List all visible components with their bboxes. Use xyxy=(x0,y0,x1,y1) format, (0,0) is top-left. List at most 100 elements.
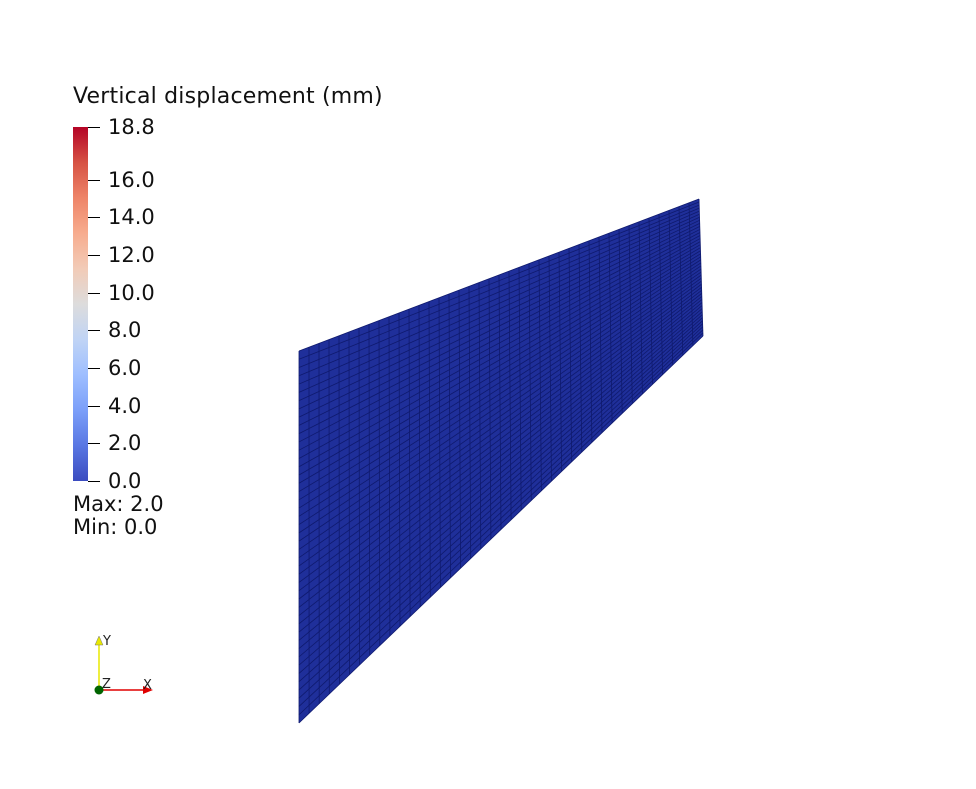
mesh-column-line xyxy=(358,328,361,665)
mesh-column-line xyxy=(638,221,643,395)
mesh-column-line xyxy=(438,297,441,588)
mesh-row-line xyxy=(298,314,703,666)
colorbar-tick-label: 4.0 xyxy=(108,393,142,418)
mesh-column-line xyxy=(348,331,350,675)
min-value-text: Min: 0.0 xyxy=(73,515,158,539)
mesh-column-line xyxy=(418,305,421,607)
mesh-column-line xyxy=(428,301,431,598)
mesh-row-line xyxy=(298,320,703,682)
mesh-column-line xyxy=(558,252,562,472)
colorbar-tick-label: 8.0 xyxy=(108,318,142,343)
mesh-column-line xyxy=(478,282,482,549)
mesh-row-line xyxy=(298,204,700,368)
mesh-column-line xyxy=(578,244,583,453)
colorbar-tick xyxy=(88,443,100,445)
mesh-row-line xyxy=(298,207,700,377)
y-axis-arrow xyxy=(94,635,104,646)
mesh-row-line xyxy=(298,290,702,600)
mesh-row-line xyxy=(298,335,704,724)
orientation-axes: Y X Z xyxy=(94,634,153,695)
mesh-row-line xyxy=(298,198,700,352)
mesh-row-line xyxy=(298,253,701,501)
mesh-row-line xyxy=(298,283,702,583)
legend-title: Vertical displacement (mm) xyxy=(73,84,383,109)
mesh-row-line xyxy=(298,250,701,492)
mesh-column-line xyxy=(378,320,381,646)
mesh-row-line xyxy=(298,302,703,633)
mesh-row-line xyxy=(298,280,702,575)
mesh-row-line xyxy=(298,332,704,716)
mesh-column-line xyxy=(538,259,542,491)
z-axis-dot xyxy=(94,685,104,695)
z-axis-label: Z xyxy=(102,677,111,692)
mesh-row-line xyxy=(298,226,700,426)
mesh-row-line xyxy=(298,326,704,699)
mesh-row-line xyxy=(298,216,700,401)
mesh-column-line xyxy=(508,271,512,520)
mesh-column-line xyxy=(488,278,492,540)
mesh-column-line xyxy=(458,290,461,569)
mesh-row-line xyxy=(298,305,703,641)
colorbar-tick-label: 12.0 xyxy=(108,243,155,268)
colorbar-tick-label: 16.0 xyxy=(108,167,155,192)
mesh-column-line xyxy=(658,214,663,375)
colorbar-tick-label: 0.0 xyxy=(108,469,142,493)
mesh-column-line xyxy=(588,240,593,443)
mesh-column-line xyxy=(628,225,633,404)
colorbar-tick xyxy=(88,179,100,181)
mesh-row-line xyxy=(298,311,703,658)
mesh-row-line xyxy=(298,286,702,592)
colorbar-tick-label: 14.0 xyxy=(108,205,155,230)
mesh-row-line xyxy=(298,262,702,525)
mesh-column-line xyxy=(518,267,522,511)
mesh-row-line xyxy=(298,241,701,468)
mesh-column-line xyxy=(668,210,674,366)
mesh-row-line xyxy=(298,274,702,558)
mesh-column-line xyxy=(498,274,502,530)
mesh-row-line xyxy=(298,222,700,418)
mesh-column-line xyxy=(528,263,532,501)
mesh-row-line xyxy=(298,244,701,476)
mesh-column-line xyxy=(678,206,684,356)
mesh-row-line xyxy=(298,299,703,625)
mesh-column-line xyxy=(698,198,704,337)
mesh-row-line xyxy=(298,219,700,410)
y-axis-label: Y xyxy=(102,634,111,649)
mesh-column-line xyxy=(688,202,694,346)
mesh-row-line xyxy=(298,256,701,509)
mesh-row-line xyxy=(298,235,701,451)
mesh-column-line xyxy=(468,286,472,559)
mesh-row-line xyxy=(298,308,703,649)
mesh-row-line xyxy=(298,296,703,616)
mesh-row-line xyxy=(298,201,700,360)
colorbar-tick-label: 6.0 xyxy=(108,356,142,381)
mesh-row-line xyxy=(298,232,701,443)
colorbar xyxy=(73,127,88,481)
mesh-column-line xyxy=(398,312,401,627)
mesh-row-line xyxy=(298,323,703,691)
mesh-column-line xyxy=(608,233,613,424)
mesh-row-line xyxy=(298,268,702,542)
colorbar-tick-label: 10.0 xyxy=(108,280,155,305)
x-axis-label: X xyxy=(143,678,152,693)
mesh-gridlines xyxy=(298,198,704,724)
mesh-column-line xyxy=(598,236,603,433)
displacement-mesh xyxy=(298,198,704,724)
colorbar-tick xyxy=(88,481,100,482)
mesh-row-line xyxy=(298,238,701,459)
colorbar-tick xyxy=(88,368,100,370)
x-axis-arrow xyxy=(143,686,153,694)
mesh-row-line xyxy=(298,271,702,550)
mesh-column-line xyxy=(368,324,371,656)
colorbar-tick-label: 18.8 xyxy=(108,115,155,139)
mesh-row-line xyxy=(298,210,700,385)
colorbar-tick xyxy=(88,405,100,407)
mesh-column-line xyxy=(448,293,451,578)
colorbar-tick xyxy=(88,292,100,294)
max-value-text: Max: 2.0 xyxy=(73,492,164,516)
mesh-row-line xyxy=(298,293,703,608)
colorbar-tick xyxy=(88,255,100,257)
mesh-row-line xyxy=(298,213,700,393)
colorbar-tick-label: 2.0 xyxy=(108,431,142,456)
